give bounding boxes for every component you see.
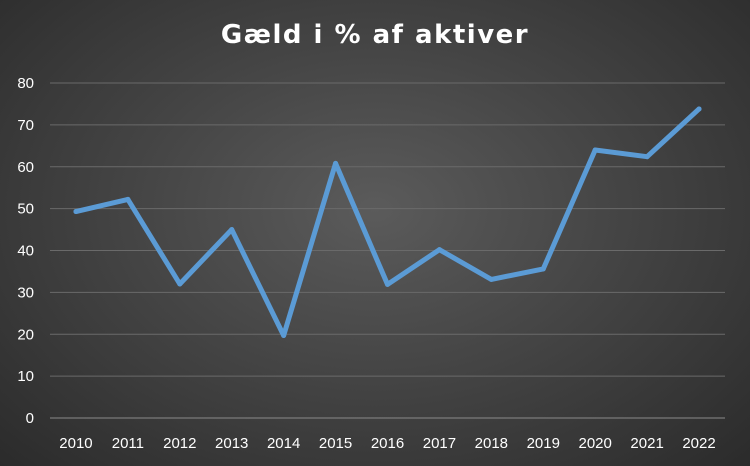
y-tick-label: 60 xyxy=(17,159,34,176)
series-line xyxy=(73,106,702,339)
y-tick-label: 70 xyxy=(17,117,34,134)
y-tick-label: 80 xyxy=(17,75,34,92)
data-point xyxy=(644,154,650,160)
x-tick-label: 2022 xyxy=(682,435,715,452)
data-point xyxy=(488,276,494,282)
x-tick-label: 2013 xyxy=(215,435,248,452)
x-tick-label: 2014 xyxy=(267,435,300,452)
x-tick-label: 2012 xyxy=(163,435,196,452)
data-point xyxy=(436,247,442,253)
y-tick-label: 40 xyxy=(17,243,34,260)
x-tick-label: 2019 xyxy=(527,435,560,452)
y-tick-label: 30 xyxy=(17,284,34,301)
x-tick-label: 2011 xyxy=(112,435,144,452)
data-point xyxy=(125,196,131,202)
x-tick-label: 2018 xyxy=(475,435,508,452)
x-tick-label: 2015 xyxy=(319,435,352,452)
data-point xyxy=(385,281,390,287)
gridlines xyxy=(50,82,725,419)
y-tick-label: 10 xyxy=(17,368,34,385)
x-axis-ticks: 2010 2011 2012 2013 2014 2015 2016 2017 2018 2019… xyxy=(59,435,715,452)
y-axis-ticks: 0 10 20 30 40 50 60 70 80 xyxy=(17,75,34,427)
x-tick-label: 2017 xyxy=(423,435,456,452)
series-group xyxy=(73,106,702,339)
x-tick-label: 2020 xyxy=(579,435,612,452)
chart-title: Gæld i % af aktiver xyxy=(220,20,530,50)
x-tick-label: 2021 xyxy=(630,435,663,452)
y-tick-label: 50 xyxy=(17,201,34,218)
data-point xyxy=(73,209,79,215)
y-tick-label: 20 xyxy=(17,326,34,343)
y-tick-label: 0 xyxy=(26,410,34,427)
x-tick-label: 2016 xyxy=(371,435,404,452)
data-point xyxy=(333,160,339,166)
data-point xyxy=(696,106,702,112)
data-point xyxy=(229,227,235,233)
data-point xyxy=(177,281,183,287)
data-point xyxy=(540,266,546,272)
data-point xyxy=(281,333,287,339)
x-tick-label: 2010 xyxy=(59,435,92,452)
data-point xyxy=(592,147,598,153)
